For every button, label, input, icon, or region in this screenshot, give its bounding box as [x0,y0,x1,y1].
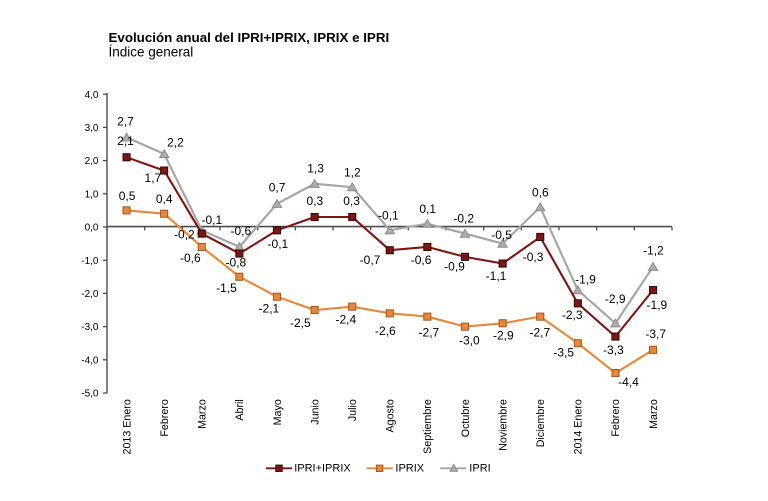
svg-text:Septiembre: Septiembre [422,399,434,454]
svg-text:-3,7: -3,7 [645,327,666,341]
svg-text:-2,9: -2,9 [605,292,626,306]
svg-text:Junio: Junio [309,399,321,425]
svg-text:-1,1: -1,1 [486,269,507,283]
svg-text:-3,0: -3,0 [459,334,480,348]
svg-text:-2,4: -2,4 [335,313,356,327]
svg-text:0,5: 0,5 [119,189,136,203]
svg-text:Marzo: Marzo [197,399,209,429]
svg-text:-4,4: -4,4 [618,375,639,389]
svg-text:-2,9: -2,9 [493,328,514,342]
svg-text:Mayo: Mayo [272,399,284,425]
svg-text:-2,1: -2,1 [259,302,280,316]
svg-text:-2,3: -2,3 [562,308,583,322]
svg-text:-5,0: -5,0 [81,389,99,400]
svg-text:0,7: 0,7 [269,181,286,195]
svg-text:-0,6: -0,6 [230,224,251,238]
svg-text:2014 Enero: 2014 Enero [573,399,585,454]
svg-text:Febrero: Febrero [159,399,171,436]
svg-text:1,7: 1,7 [145,171,162,185]
svg-text:Octubre: Octubre [460,399,472,437]
svg-text:Julio: Julio [347,399,359,421]
svg-text:0,6: 0,6 [532,185,549,199]
svg-text:-0,1: -0,1 [201,213,222,227]
svg-text:IPRI+IPRIX: IPRI+IPRIX [294,463,351,475]
svg-text:-0,2: -0,2 [453,211,474,225]
svg-text:-0,6: -0,6 [180,251,201,265]
svg-text:3,0: 3,0 [85,123,99,134]
svg-text:Marzo: Marzo [648,399,660,429]
svg-text:-2,6: -2,6 [375,324,396,338]
svg-text:-0,1: -0,1 [268,237,289,251]
svg-text:-0,5: -0,5 [491,228,512,242]
svg-text:-0,2: -0,2 [174,228,195,242]
svg-text:0,3: 0,3 [343,194,360,208]
svg-text:Agosto: Agosto [385,399,397,432]
svg-text:-3,3: -3,3 [603,343,624,357]
svg-text:1,0: 1,0 [85,189,99,200]
svg-text:-1,9: -1,9 [647,298,668,312]
svg-text:-4,0: -4,0 [81,355,99,366]
svg-text:Evolución anual del IPRI+IPRIX: Evolución anual del IPRI+IPRIX, IPRIX e … [109,30,390,45]
svg-text:0,1: 0,1 [419,202,436,216]
svg-text:0,4: 0,4 [156,192,173,206]
svg-text:IPRIX: IPRIX [395,463,424,475]
svg-text:2,7: 2,7 [117,115,134,129]
svg-text:-3,5: -3,5 [553,345,574,359]
svg-text:0,0: 0,0 [85,223,99,234]
svg-text:-0,9: -0,9 [444,260,465,274]
svg-text:-2,7: -2,7 [529,326,550,340]
svg-text:-0,6: -0,6 [411,253,432,267]
svg-text:2,0: 2,0 [85,156,99,167]
svg-text:IPRI: IPRI [469,463,490,475]
svg-text:2013 Enero: 2013 Enero [121,399,133,454]
svg-text:Febrero: Febrero [610,399,622,436]
svg-text:Noviembre: Noviembre [497,399,509,451]
svg-text:0,3: 0,3 [307,194,324,208]
svg-text:-0,8: -0,8 [226,256,247,270]
svg-text:-2,7: -2,7 [419,326,440,340]
svg-text:-0,3: -0,3 [523,250,544,264]
svg-text:-1,0: -1,0 [81,256,99,267]
svg-text:2,1: 2,1 [117,134,134,148]
svg-text:1,3: 1,3 [307,162,324,176]
svg-text:-3,0: -3,0 [81,322,99,333]
svg-text:-1,9: -1,9 [575,273,596,287]
svg-text:-0,7: -0,7 [360,253,381,267]
svg-text:Abril: Abril [234,399,246,420]
svg-text:-1,2: -1,2 [643,243,664,257]
svg-text:Diciembre: Diciembre [535,399,547,447]
svg-text:-2,5: -2,5 [290,316,311,330]
svg-text:-0,1: -0,1 [378,209,399,223]
svg-text:-2,0: -2,0 [81,289,99,300]
svg-text:Índice general: Índice general [109,45,194,60]
svg-text:-1,5: -1,5 [216,281,237,295]
svg-text:2,2: 2,2 [167,136,184,150]
svg-text:1,2: 1,2 [344,165,361,179]
svg-text:4,0: 4,0 [85,90,99,101]
